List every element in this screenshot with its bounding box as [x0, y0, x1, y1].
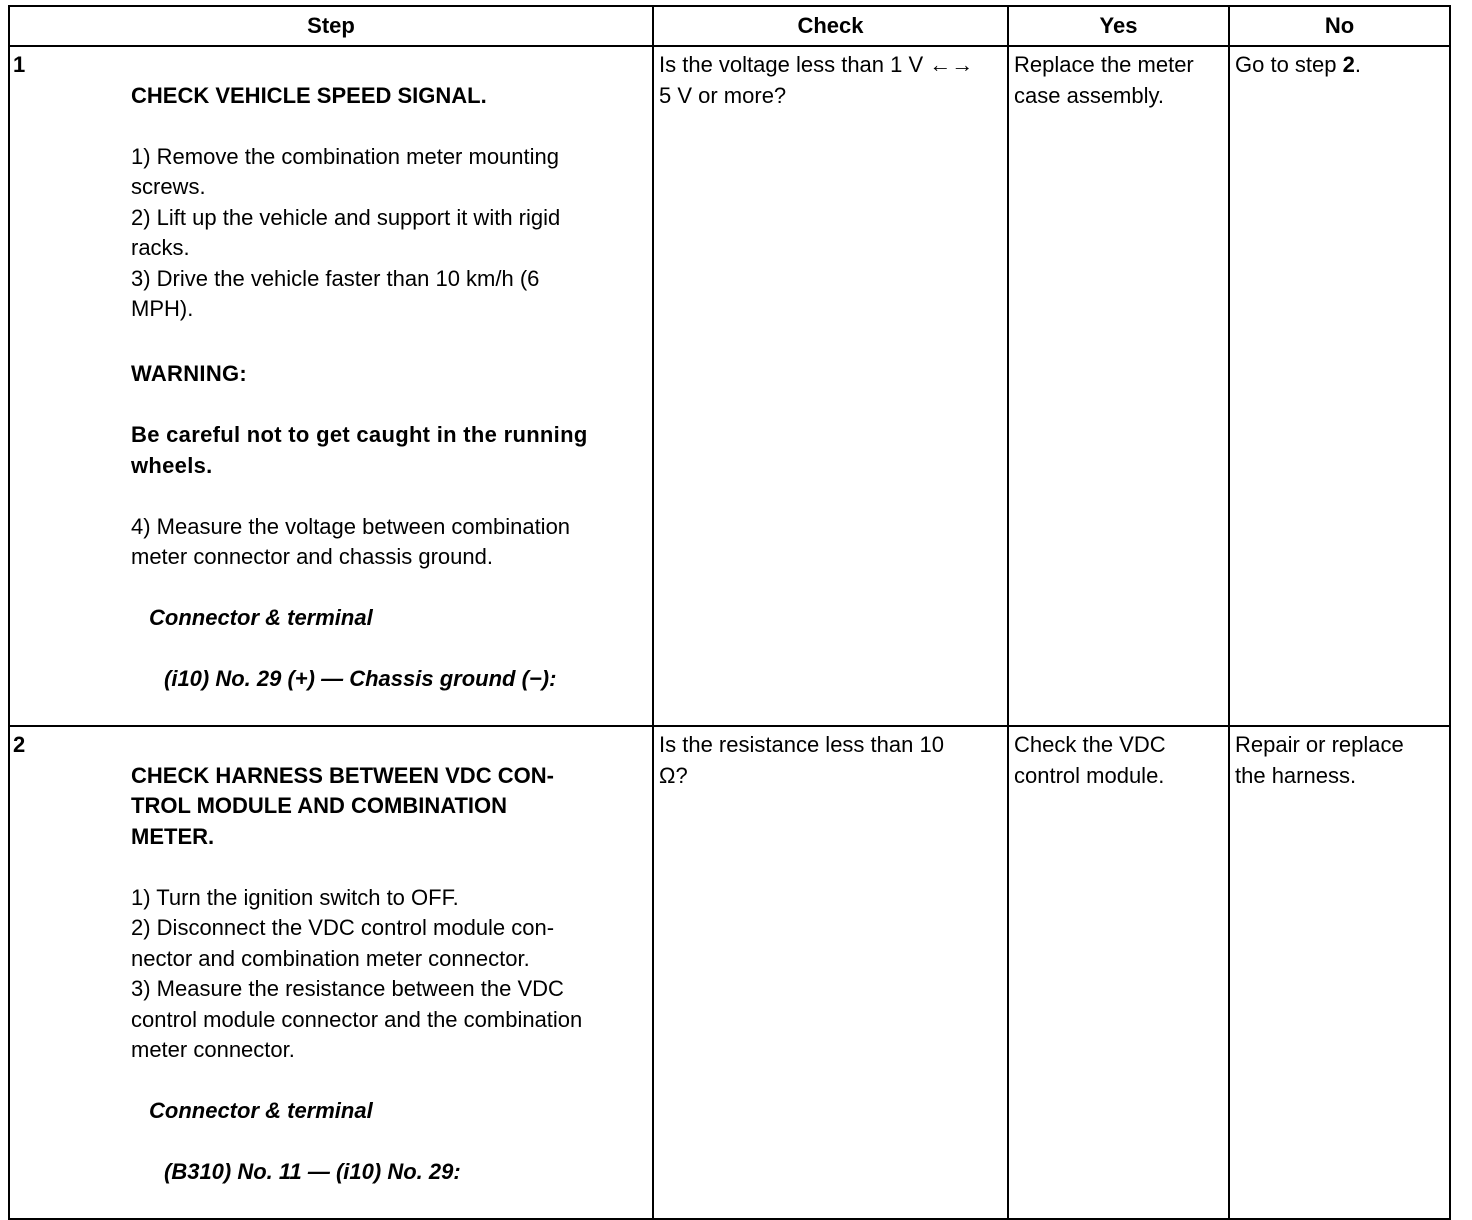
- table-row: 1 CHECK VEHICLE SPEED SIGNAL. 1) Remove …: [8, 45, 1451, 727]
- connector-value: (i10) No. 29 (+) — Chassis ground (−):: [164, 666, 557, 691]
- step-text: CHECK VEHICLE SPEED SIGNAL. 1) Remove th…: [131, 47, 652, 725]
- yes-cell: Replace the meter case assembly.: [1007, 45, 1230, 727]
- step-text: CHECK HARNESS BETWEEN VDC CON- TROL MODU…: [131, 727, 652, 1218]
- check-cell: Is the voltage less than 1 V ←→ 5 V or m…: [652, 45, 1009, 727]
- connector-label: Connector & terminal: [149, 1098, 373, 1123]
- header-step: Step: [8, 5, 654, 47]
- no-suffix: .: [1354, 52, 1361, 77]
- step-title: CHECK VEHICLE SPEED SIGNAL.: [131, 82, 487, 108]
- header-no: No: [1228, 5, 1451, 47]
- no-cell: Repair or replace the harness.: [1228, 725, 1451, 1220]
- connector-label: Connector & terminal: [149, 605, 373, 630]
- step-cell: 2 CHECK HARNESS BETWEEN VDC CON- TROL MO…: [8, 725, 654, 1220]
- check-cell: Is the resistance less than 10 Ω?: [652, 725, 1009, 1220]
- step-instructions: 1) Remove the combination meter mounting…: [131, 143, 561, 322]
- diagnostic-table: Step Check Yes No 1 CHECK VEHICLE SPEED …: [8, 5, 1451, 1220]
- step-instructions: 1) Turn the ignition switch to OFF. 2) D…: [131, 884, 583, 1063]
- no-prefix: Go to step: [1235, 52, 1343, 77]
- header-yes: Yes: [1007, 5, 1230, 47]
- step-instructions-continued: 4) Measure the voltage between combinati…: [131, 513, 571, 570]
- warning-text: Be careful not to get caught in the runn…: [131, 422, 588, 478]
- no-cell: Go to step 2.: [1228, 45, 1451, 727]
- table-row: 2 CHECK HARNESS BETWEEN VDC CON- TROL MO…: [8, 725, 1451, 1220]
- connector-value: (B310) No. 11 — (i10) No. 29:: [164, 1159, 461, 1184]
- step-cell: 1 CHECK VEHICLE SPEED SIGNAL. 1) Remove …: [8, 45, 654, 727]
- go-to-step-link: 2: [1342, 52, 1355, 77]
- step-number: 1: [13, 52, 26, 77]
- step-title: CHECK HARNESS BETWEEN VDC CON- TROL MODU…: [131, 762, 554, 849]
- yes-cell: Check the VDC control module.: [1007, 725, 1230, 1220]
- warning-label: WARNING:: [131, 361, 248, 386]
- header-row: Step Check Yes No: [8, 5, 1451, 47]
- step-number: 2: [13, 732, 26, 757]
- header-check: Check: [652, 5, 1009, 47]
